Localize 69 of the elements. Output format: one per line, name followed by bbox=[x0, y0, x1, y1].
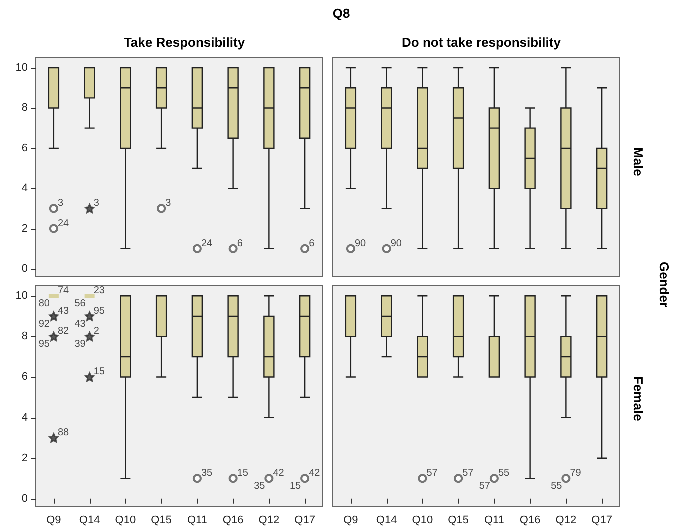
annotation: 3 bbox=[58, 198, 64, 210]
x-tick-label: Q12 bbox=[556, 514, 577, 526]
x-tick-label: Q17 bbox=[294, 514, 316, 526]
annotation: 90 bbox=[390, 238, 402, 250]
y-tick-label: 4 bbox=[22, 412, 28, 424]
x-tick-label: Q9 bbox=[46, 514, 62, 526]
y-tick-label: 6 bbox=[22, 142, 28, 154]
annotation: 88 bbox=[58, 428, 70, 439]
annotation: 6 bbox=[237, 238, 244, 250]
annotation: 2 bbox=[94, 326, 100, 338]
x-tick-label: Q15 bbox=[448, 514, 469, 526]
y-tick-label: 4 bbox=[22, 182, 28, 195]
annotation: 42 bbox=[309, 468, 321, 480]
annotation: 15 bbox=[94, 366, 106, 378]
annotation: 55 bbox=[551, 481, 563, 492]
x-tick-label: Q11 bbox=[484, 514, 504, 526]
chart-title: Take Responsibility bbox=[124, 35, 246, 50]
annotation: 79 bbox=[570, 468, 582, 480]
x-tick-label: Q14 bbox=[79, 514, 100, 526]
annotation: 35 bbox=[201, 468, 213, 480]
annotation: 80 bbox=[38, 298, 50, 310]
text: Q8 bbox=[332, 6, 352, 21]
y-tick-label: 10 bbox=[16, 290, 28, 302]
x-tick-label: Q16 bbox=[520, 514, 541, 526]
annotation: 55 bbox=[498, 468, 510, 480]
annotation: 42 bbox=[273, 468, 285, 480]
annotation: 95 bbox=[94, 306, 106, 317]
y2-axis-title: Male bbox=[631, 148, 646, 176]
annotation: 95 bbox=[38, 339, 50, 350]
annotation: 57 bbox=[462, 468, 474, 480]
annotation: 23 bbox=[94, 286, 106, 297]
y-tick-label: 10 bbox=[16, 62, 28, 74]
annotation: 24 bbox=[201, 238, 213, 250]
x-tick-label: Q15 bbox=[151, 514, 172, 526]
x-tick-label: Q9 bbox=[344, 514, 358, 526]
annotation: 15 bbox=[290, 481, 302, 492]
annotation: 82 bbox=[58, 326, 70, 338]
y-tick-label: 0 bbox=[22, 262, 28, 275]
annotation: 43 bbox=[74, 318, 86, 330]
y-tick-label: 2 bbox=[22, 222, 28, 235]
annotation: 35 bbox=[254, 481, 266, 492]
x-tick-label: Q12 bbox=[258, 514, 280, 526]
x-tick-label: Q11 bbox=[187, 514, 208, 526]
chart-title: Do not take responsibility bbox=[402, 35, 562, 50]
y-tick-label: 2 bbox=[22, 452, 28, 464]
annotation: 57 bbox=[479, 481, 491, 492]
annotation: 39 bbox=[74, 339, 86, 350]
y2-axis-title: Female bbox=[631, 376, 646, 422]
annotation: 57 bbox=[426, 468, 438, 480]
x-tick-label: Q17 bbox=[592, 514, 612, 526]
y-tick-label: 8 bbox=[22, 102, 28, 114]
annotation: 3 bbox=[166, 198, 172, 210]
annotation: 24 bbox=[58, 218, 70, 230]
annotation: 56 bbox=[74, 298, 86, 310]
x-tick-label: Q14 bbox=[376, 514, 398, 526]
y-tick-label: 6 bbox=[22, 371, 28, 384]
annotation: 90 bbox=[354, 238, 366, 250]
annotation: 6 bbox=[309, 238, 316, 250]
annotation: 15 bbox=[237, 468, 249, 480]
annotation: 74 bbox=[58, 286, 70, 297]
annotation: 43 bbox=[58, 306, 70, 317]
annotation: 92 bbox=[38, 318, 50, 330]
x-tick-label: Q10 bbox=[412, 514, 434, 526]
x-tick-label: Q10 bbox=[115, 514, 136, 526]
y-tick-label: 8 bbox=[22, 330, 28, 343]
text: Gender bbox=[657, 262, 672, 308]
x-tick-label: Q16 bbox=[222, 514, 244, 526]
annotation: 3 bbox=[94, 198, 100, 210]
y-tick-label: 0 bbox=[22, 492, 28, 505]
